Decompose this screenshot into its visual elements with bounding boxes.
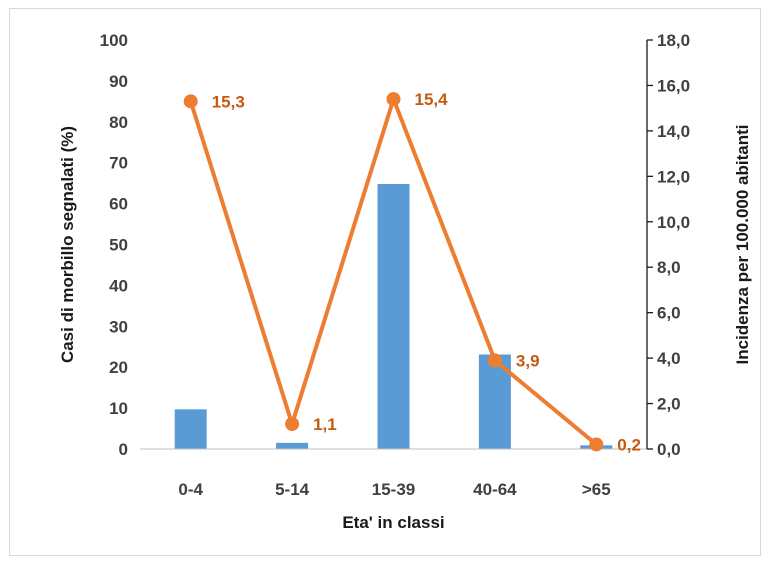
- point-5-14: [285, 417, 300, 432]
- point-40-64: [487, 353, 502, 368]
- left-tick-label: 60: [109, 195, 128, 214]
- right-axis-title: Incidenza per 100.000 abitanti: [733, 125, 752, 365]
- right-axis-tick-labels: 0,0 2,0 4,0 6,0 8,0 10,0 12,0 14,0 16,0 18,0: [657, 31, 690, 459]
- point-15-39: [386, 92, 401, 107]
- right-tick-label: 0,0: [657, 440, 681, 459]
- data-label->65: 0,2: [617, 435, 641, 454]
- left-tick-label: 100: [100, 31, 128, 50]
- right-tick-label: 12,0: [657, 167, 690, 186]
- right-axis-tick-marks: [647, 39, 653, 450]
- bar-series: [174, 183, 613, 449]
- data-label-15-39: 15,4: [415, 90, 449, 109]
- data-label-0-4: 15,3: [212, 92, 245, 111]
- left-tick-label: 80: [109, 113, 128, 132]
- right-tick-label: 14,0: [657, 122, 690, 141]
- right-tick-label: 6,0: [657, 304, 681, 323]
- right-tick-label: 16,0: [657, 76, 690, 95]
- right-tick-label: 2,0: [657, 395, 681, 414]
- right-tick-label: 4,0: [657, 349, 681, 368]
- x-tick-label: 40-64: [473, 480, 517, 499]
- data-label-40-64: 3,9: [516, 351, 540, 370]
- x-axis-title: Eta' in classi: [342, 513, 444, 532]
- left-axis-tick-labels: 0 10 20 30 40 50 60 70 80 90 100: [100, 31, 128, 459]
- data-label-5-14: 1,1: [313, 415, 337, 434]
- left-tick-label: 70: [109, 154, 128, 173]
- x-tick-label: 15-39: [372, 480, 415, 499]
- bar-5-14: [276, 442, 309, 449]
- left-tick-label: 50: [109, 236, 128, 255]
- right-tick-label: 8,0: [657, 258, 681, 277]
- left-tick-label: 20: [109, 358, 128, 377]
- left-tick-label: 90: [109, 72, 128, 91]
- x-tick-label: >65: [582, 480, 611, 499]
- left-axis-title: Casi di morbillo segnalati (%): [58, 126, 77, 363]
- left-tick-label: 30: [109, 317, 128, 336]
- line-series: 15,3 1,1 15,4 3,9 0,2: [183, 90, 641, 454]
- right-tick-label: 18,0: [657, 31, 690, 50]
- x-tick-label: 5-14: [275, 480, 310, 499]
- right-tick-label: 10,0: [657, 213, 690, 232]
- point->65: [589, 437, 604, 452]
- bar-0-4: [174, 409, 207, 449]
- bar-15-39: [377, 183, 410, 449]
- left-tick-label: 10: [109, 399, 128, 418]
- left-tick-label: 40: [109, 276, 128, 295]
- x-axis-tick-labels: 0-4 5-14 15-39 40-64 >65: [178, 480, 610, 499]
- left-tick-label: 0: [119, 440, 128, 459]
- point-0-4: [183, 94, 198, 109]
- x-tick-label: 0-4: [178, 480, 203, 499]
